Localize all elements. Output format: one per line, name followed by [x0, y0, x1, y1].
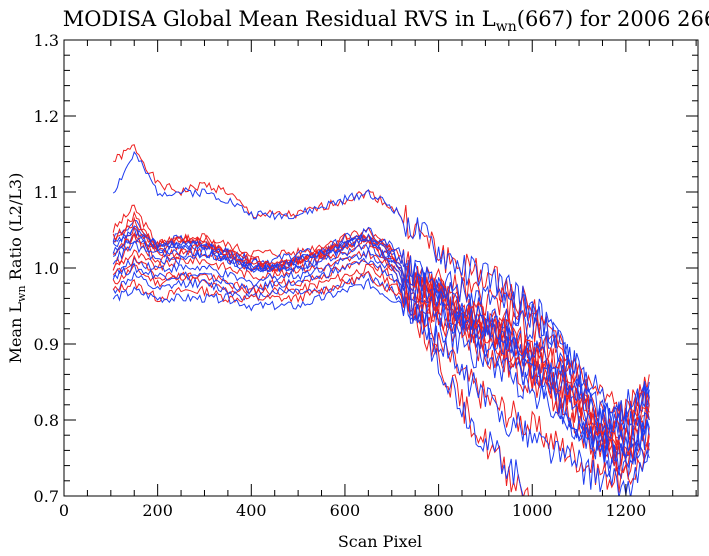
series-line-8: [112, 233, 650, 480]
series-line-14: [112, 277, 650, 441]
series-line-20: [112, 257, 533, 496]
y-tick-label: 1.0: [34, 259, 59, 278]
series-line-4: [112, 219, 650, 436]
y-axis-label-subscript: wn: [15, 285, 28, 302]
chart-title: MODISA Global Mean Residual RVS in Lwn(6…: [63, 7, 709, 35]
y-tick-label: 1.2: [34, 107, 59, 126]
x-tick-label: 0: [59, 501, 69, 520]
series-line-16: [112, 240, 650, 476]
y-tick-label: 1.3: [34, 31, 59, 50]
series-line-19: [112, 254, 533, 496]
y-tick-label: 0.7: [34, 487, 59, 506]
x-tick-label: 400: [236, 501, 267, 520]
series-line-22: [112, 236, 650, 453]
y-tick-label: 0.8: [34, 411, 59, 430]
x-tick-label: 200: [142, 501, 173, 520]
series-line-10: [112, 247, 650, 469]
axes-layer: 0 200 400 600 800 1000 1200 0.7 0.8 0.9 1.0 1.1 1.2 1…: [34, 31, 699, 520]
chart-title-subscript: wn: [496, 19, 517, 35]
y-tick-label: 0.9: [34, 335, 59, 354]
y-axis-label: Mean Lwn Ratio (L2/L3): [6, 173, 28, 364]
y-axis-label-tail: Ratio (L2/L3): [6, 173, 25, 286]
x-tick-label: 800: [423, 501, 454, 520]
chart-title-main: MODISA Global Mean Residual RVS in L: [63, 7, 496, 31]
x-axis-label: Scan Pixel: [338, 532, 422, 551]
y-axis-label-main: Mean L: [6, 302, 25, 364]
x-tick-label: 1200: [606, 501, 647, 520]
x-tick-label: 1000: [512, 501, 553, 520]
x-tick-label: 600: [330, 501, 361, 520]
series-line-13: [112, 270, 650, 446]
series-line-2: [112, 151, 650, 433]
chart-title-tail: (667) for 2006 266: [517, 7, 709, 31]
series-layer: [112, 144, 650, 496]
y-tick-label: 1.1: [34, 183, 59, 202]
series-line-18: [112, 225, 650, 496]
